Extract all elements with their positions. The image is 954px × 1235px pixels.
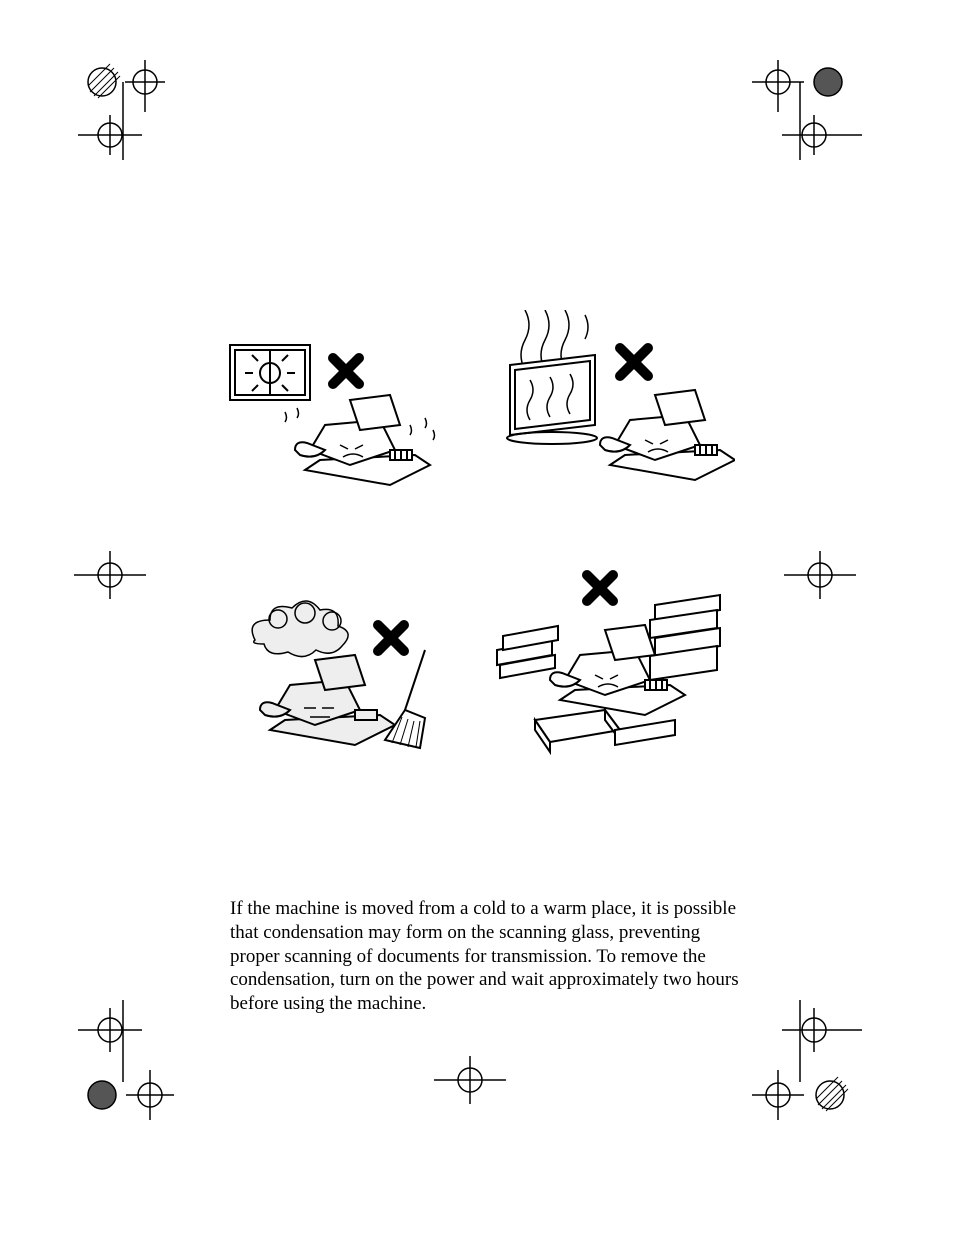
- regmark-bottom-center: [430, 1050, 510, 1110]
- regmark-bottom-right: [740, 1000, 880, 1140]
- illustration-fax-clutter: [495, 570, 725, 760]
- x-mark-icon: [587, 575, 613, 601]
- x-mark-icon: [620, 348, 648, 376]
- illustration-fax-heat: [500, 310, 735, 490]
- regmark-left-mid: [70, 545, 150, 605]
- regmark-bottom-left: [60, 1000, 180, 1140]
- x-mark-icon: [378, 625, 404, 651]
- illustration-fax-dust: [250, 595, 445, 755]
- regmark-right-mid: [780, 545, 860, 605]
- manual-page: If the machine is moved from a cold to a…: [0, 0, 954, 1235]
- regmark-top-left: [60, 40, 180, 160]
- x-mark-icon: [333, 358, 359, 384]
- condensation-note: If the machine is moved from a cold to a…: [230, 897, 740, 1016]
- regmark-top-right: [740, 40, 880, 160]
- illustration-fax-sunlight: [225, 340, 445, 490]
